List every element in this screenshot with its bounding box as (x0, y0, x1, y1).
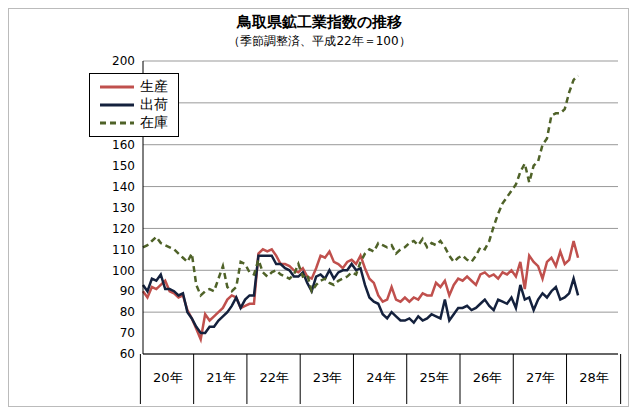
html-text:（季節調整済、平成22年＝100）: （季節調整済、平成22年＝100） (228, 34, 411, 48)
svg-text:60: 60 (120, 347, 135, 361)
svg-text:27年: 27年 (526, 370, 556, 385)
html-text:鳥取県鉱工業指数の推移: 鳥取県鉱工業指数の推移 (237, 13, 402, 31)
svg-text:110: 110 (112, 243, 135, 257)
svg-text:90: 90 (120, 284, 135, 298)
svg-text:20年: 20年 (153, 370, 183, 385)
svg-text:190: 190 (112, 75, 135, 89)
svg-text:170: 170 (112, 117, 135, 131)
svg-text:80: 80 (120, 305, 135, 319)
svg-text:25年: 25年 (419, 370, 449, 385)
svg-text:130: 130 (112, 201, 135, 215)
svg-text:180: 180 (112, 96, 135, 110)
html-text:在庫: 在庫 (140, 114, 168, 130)
svg-text:140: 140 (112, 180, 135, 194)
svg-text:23年: 23年 (313, 370, 343, 385)
svg-text:160: 160 (112, 138, 135, 152)
svg-text:26年: 26年 (473, 370, 503, 385)
html-text:出荷: 出荷 (140, 96, 168, 112)
svg-text:200: 200 (112, 54, 135, 68)
svg-text:70: 70 (120, 326, 135, 340)
svg-text:22年: 22年 (260, 370, 290, 385)
svg-text:150: 150 (112, 159, 135, 173)
svg-text:100: 100 (112, 264, 135, 278)
html-text:生産: 生産 (140, 78, 168, 94)
svg-text:28年: 28年 (579, 370, 609, 385)
svg-text:120: 120 (112, 222, 135, 236)
svg-text:21年: 21年 (206, 370, 236, 385)
svg-text:24年: 24年 (366, 370, 396, 385)
